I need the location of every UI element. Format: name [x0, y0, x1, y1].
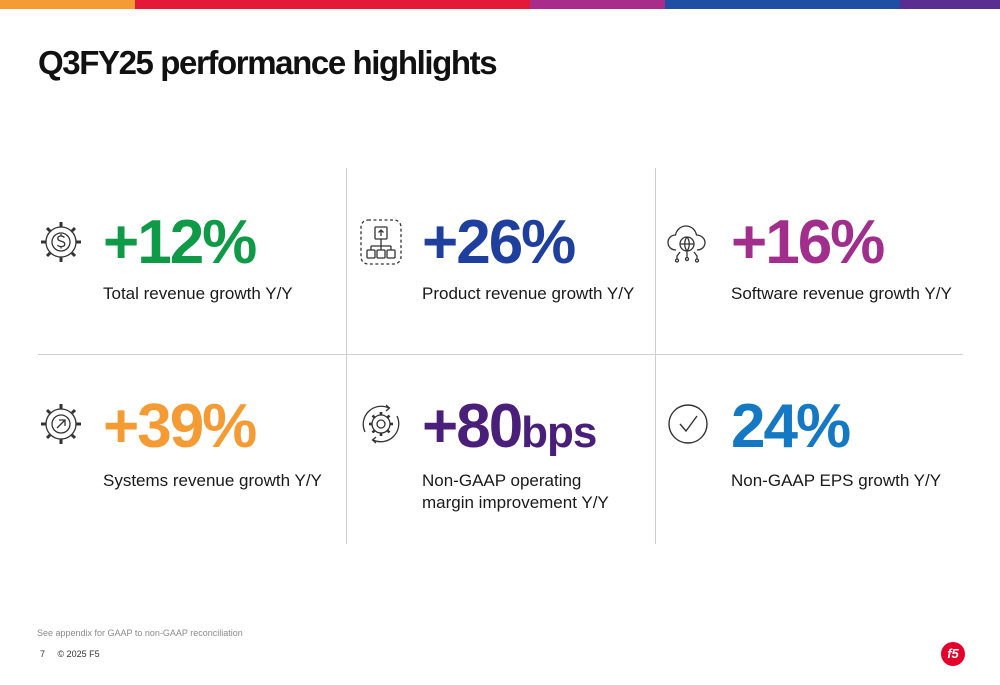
metric-value: +80bps [422, 396, 597, 458]
metric-value: +16% [731, 208, 885, 277]
grid-divider-vertical-1 [346, 168, 347, 544]
gear-dollar-icon [40, 216, 84, 268]
metric-label: Product revenue growth Y/Y [422, 284, 635, 303]
footer: 7 © 2025 F5 [40, 649, 110, 659]
metric-label-line-1: Non-GAAP operating [422, 471, 582, 490]
page-title: Q3FY25 performance highlights [38, 44, 498, 81]
gear-cycle-icon [359, 398, 403, 450]
cloud-globe-icon [666, 216, 710, 268]
product-flow-icon [359, 216, 403, 268]
color-bar-blue [665, 0, 900, 9]
metric-label-line-2: margin improvement Y/Y [422, 493, 609, 512]
color-bar-orange [0, 0, 135, 9]
footnote: See appendix for GAAP to non-GAAP reconc… [37, 628, 243, 638]
metric-number: +80 [422, 392, 523, 461]
grid-divider-horizontal [38, 354, 963, 355]
color-bar-purple [900, 0, 1000, 9]
metric-value: 24% [731, 392, 851, 461]
metric-label: Total revenue growth Y/Y [103, 284, 293, 303]
copyright: © 2025 F5 [57, 649, 100, 659]
metric-unit: bps [521, 408, 597, 457]
metric-label: Systems revenue growth Y/Y [103, 471, 322, 490]
page-number: 7 [40, 649, 46, 659]
color-bar-red [135, 0, 530, 9]
top-color-bar [0, 0, 1000, 9]
gear-arrow-icon [40, 398, 84, 450]
metric-value: +39% [103, 392, 257, 461]
highlights-grid [38, 168, 963, 544]
grid-divider-vertical-2 [655, 168, 656, 544]
color-bar-magenta [530, 0, 665, 9]
f5-logo: f5 [941, 642, 965, 666]
metric-value: +26% [422, 208, 576, 277]
checkmark-circle-icon [666, 398, 710, 450]
metric-label: Non-GAAP EPS growth Y/Y [731, 471, 942, 490]
metric-value: +12% [103, 208, 257, 277]
metric-label: Software revenue growth Y/Y [731, 284, 952, 303]
